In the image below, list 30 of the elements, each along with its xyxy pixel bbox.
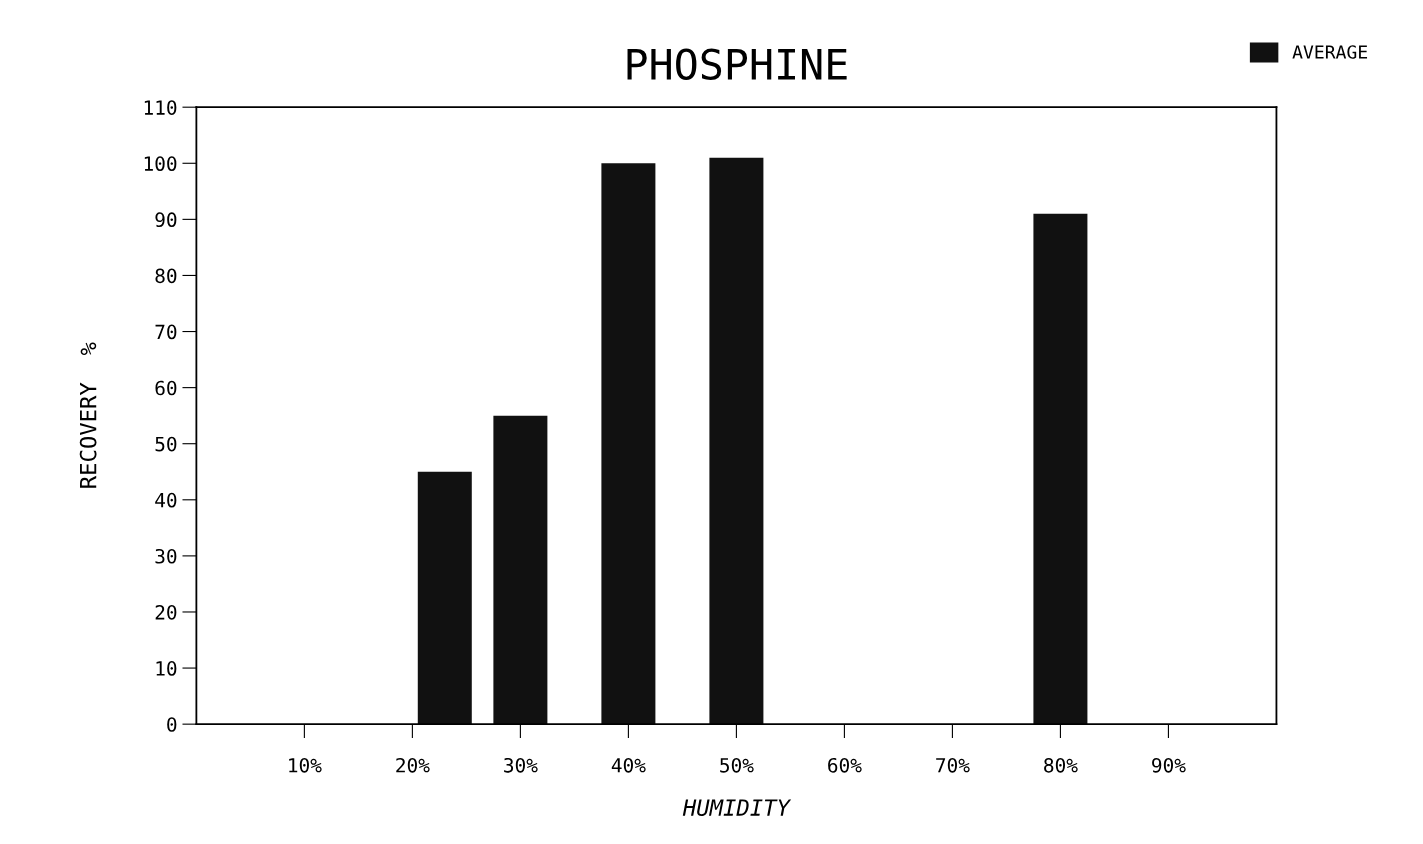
x-tick-label: 70% — [936, 757, 970, 773]
y-tick-label: 10 — [156, 661, 177, 676]
y-tick-label: 0 — [167, 717, 177, 732]
x-tick-label: 20% — [396, 757, 430, 773]
y-tick-label: 30 — [155, 548, 177, 564]
x-tick-label: 60% — [828, 757, 862, 773]
y-tick-label: 50 — [155, 436, 177, 452]
bar — [601, 163, 656, 725]
x-tick-label: 90% — [1152, 757, 1186, 773]
y-tick-label: 20 — [155, 604, 177, 620]
x-tick-label: 50% — [720, 757, 754, 773]
x-tick-label: 80% — [1044, 757, 1078, 773]
bar — [417, 471, 472, 725]
x-axis-title: HUMIDITY — [682, 799, 792, 816]
x-tick-label: 10% — [289, 757, 322, 773]
bar — [493, 415, 548, 725]
y-tick-label: 110 — [144, 100, 177, 115]
bar — [709, 157, 764, 725]
y-tick-label: 100 — [144, 156, 177, 171]
y-axis-title: RECOVERY % — [79, 342, 97, 488]
y-tick-label: 70 — [155, 324, 177, 340]
y-tick-label: 60 — [155, 380, 177, 396]
chart-title: PHOSPHINE — [627, 48, 847, 80]
bar — [1033, 213, 1088, 725]
y-tick-label: 40 — [155, 492, 177, 508]
x-tick-label: 40% — [611, 757, 646, 773]
legend-label: AVERAGE — [1292, 45, 1368, 59]
y-tick-label: 80 — [155, 268, 177, 284]
x-tick-label: 30% — [504, 757, 538, 773]
y-tick-label: 90 — [155, 212, 177, 228]
